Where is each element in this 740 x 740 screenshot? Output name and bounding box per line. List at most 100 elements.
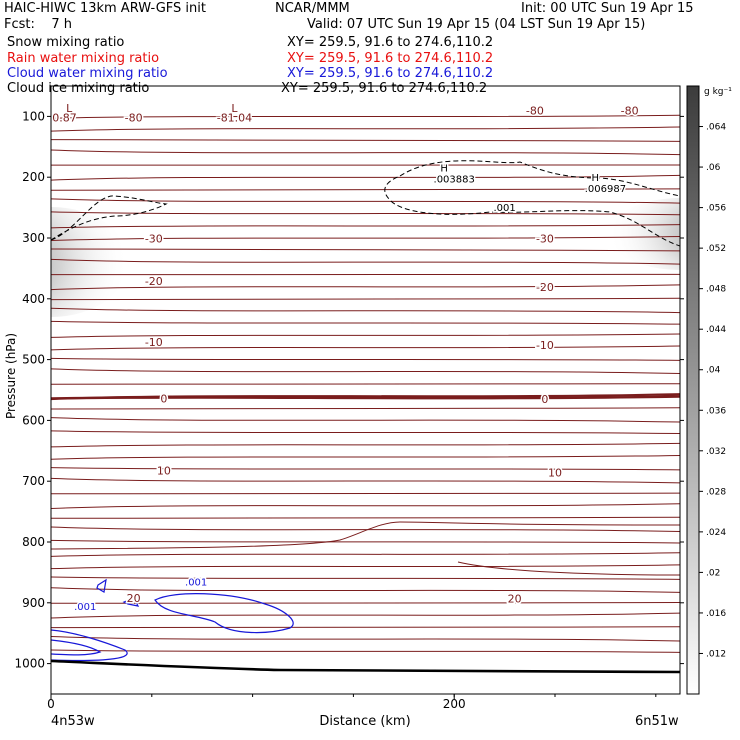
organization: NCAR/MMM	[275, 1, 350, 16]
cloud-ice-label: H	[592, 173, 600, 184]
isotherm	[51, 477, 680, 484]
isotherm	[51, 198, 680, 204]
isotherm	[51, 368, 680, 374]
colorbar-tick-label: .052	[706, 244, 726, 254]
isotherm	[51, 248, 680, 252]
isotherm	[51, 467, 680, 471]
x-axis-right-label: 6n51w	[635, 714, 679, 729]
temperature-label: -20	[145, 275, 163, 288]
legend-rain-xy: XY= 259.5, 91.6 to 274.6,110.2	[287, 51, 494, 66]
isotherm	[51, 516, 680, 519]
isotherm	[51, 626, 680, 629]
isotherm	[51, 126, 680, 132]
plot-title: HAIC-HIWC 13km ARW-GFS init	[4, 1, 206, 16]
temperature-label: -30	[536, 233, 554, 246]
y-axis-label: Pressure (hPa)	[4, 333, 18, 419]
colorbar-tick-label: .04	[706, 366, 721, 376]
colorbar-tick-label: .064	[706, 123, 726, 133]
x-tick-label: 200	[443, 697, 466, 711]
temperature-label: 0	[160, 393, 167, 406]
cloud-ice-label: .001	[493, 203, 515, 214]
y-tick-label: 800	[22, 535, 45, 549]
isotherm	[51, 307, 680, 314]
cloud-ice-label: .006987	[585, 184, 626, 195]
cloud-water-label: .001	[74, 602, 96, 613]
temperature-label: -10	[145, 336, 163, 349]
colorbar-tick-label: .06	[706, 163, 721, 173]
colorbar-fill	[687, 86, 699, 694]
cloud-water-labels: .001 .001	[73, 576, 209, 614]
snow-shading-right	[608, 198, 680, 270]
temperature-label: L	[231, 102, 238, 115]
y-tick-label: 1000	[14, 657, 45, 671]
colorbar-tick-label: .028	[706, 487, 726, 497]
isotherm	[51, 149, 680, 156]
isotherm	[51, 297, 680, 301]
terrain-line	[51, 659, 680, 674]
isotherm	[51, 442, 680, 448]
cloud-ice-label: .003883	[434, 174, 475, 185]
colorbar-tick-label: .056	[706, 204, 726, 214]
isotherm	[51, 320, 680, 325]
colorbar-frame	[686, 85, 700, 695]
cloud-ice-label: H	[440, 163, 448, 174]
isotherm	[51, 258, 680, 265]
isotherm	[51, 333, 680, 338]
legend-rain-name: Rain water mixing ratio	[7, 51, 160, 66]
isotherm	[51, 407, 680, 410]
legend-cloudice-name: Cloud ice mixing ratio	[7, 81, 150, 96]
isotherm	[51, 503, 680, 510]
plot-frame	[50, 85, 681, 695]
y-tick-label: 100	[22, 109, 45, 123]
temperature-label: -80	[125, 112, 143, 125]
colorbar-tick-label: .012	[706, 649, 726, 659]
colorbar-tick-label: .032	[706, 447, 726, 457]
isotherm	[51, 417, 680, 423]
isotherm	[51, 587, 680, 593]
temperature-label: 20	[508, 593, 522, 606]
temperature-label: -30	[145, 233, 163, 246]
isotherm	[51, 114, 680, 119]
isotherm-lower-kink	[457, 561, 680, 576]
x-tick-label: 0	[47, 697, 55, 711]
temperature-contours	[51, 114, 680, 653]
y-tick-label: 400	[22, 292, 45, 306]
temperature-label: -80	[621, 104, 639, 117]
colorbar-unit: g kg⁻¹	[704, 87, 732, 97]
isotherm-kink	[51, 521, 680, 550]
temperature-label: -10	[536, 339, 554, 352]
colorbar: .064 .06 .056 .052 .048 .044 .04 .036 .032 .028 .0…	[699, 123, 726, 659]
temperature-labels: -80.87L-80L-81.04-80 -80-30 -30-20 -20-10 -1…	[41, 100, 640, 607]
y-tick-label: 300	[22, 231, 45, 245]
isotherm	[51, 526, 680, 533]
isotherm	[51, 601, 680, 604]
y-tick-label: 700	[22, 474, 45, 488]
legend-snow-xy: XY= 259.5, 91.6 to 274.6,110.2	[287, 35, 494, 50]
isotherm	[51, 492, 680, 495]
colorbar-tick-label: .024	[706, 528, 726, 538]
isotherm	[51, 612, 680, 619]
temperature-label: 10	[548, 467, 562, 480]
isotherm	[51, 357, 680, 361]
cloud-ice-contour-left	[51, 195, 168, 241]
temperature-label: -80.87	[41, 112, 76, 125]
cloud-water-label: .001	[185, 578, 207, 589]
isotherm	[51, 188, 680, 191]
isotherm	[51, 430, 680, 435]
colorbar-tick-label: .016	[706, 609, 726, 619]
isotherm	[51, 576, 680, 580]
temperature-label: 10	[157, 464, 171, 477]
init-time: Init: 00 UTC Sun 19 Apr 15	[521, 1, 694, 16]
isotherm	[51, 454, 680, 460]
isotherm	[51, 345, 680, 351]
isotherm	[51, 174, 680, 181]
cloud-ice-labels: H.003883 H.006987.001	[432, 162, 628, 216]
isotherm	[51, 224, 680, 229]
cloud-water-contours	[51, 578, 294, 662]
cloud-ice-contour-main	[384, 160, 680, 247]
colorbar-tick-label: .02	[706, 568, 720, 578]
isotherm	[51, 539, 680, 544]
temperature-label: L	[66, 102, 73, 115]
